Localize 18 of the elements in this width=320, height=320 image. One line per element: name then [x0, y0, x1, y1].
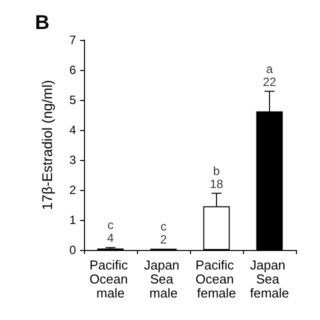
annotation: c 2	[160, 219, 168, 246]
x-tick-label: Japan Sea male	[144, 258, 184, 300]
x-tick-label: Pacific Ocean male	[90, 258, 132, 300]
y-tick-label: 7	[69, 33, 76, 47]
y-axis-title: 17β-Estradiol (ng/ml)	[39, 80, 55, 210]
annotation: a 22	[262, 62, 276, 89]
annotation: c 4	[107, 218, 114, 246]
y-tick-label: 3	[69, 153, 76, 167]
chart-title: B	[35, 12, 50, 34]
y-tick-label: 5	[69, 93, 76, 107]
y-tick-label: 2	[69, 183, 76, 197]
y-tick-label: 0	[69, 243, 76, 257]
annotation: b 18	[210, 164, 224, 191]
x-tick-label: Pacific Ocean female	[196, 258, 238, 300]
y-tick-label: 1	[69, 213, 76, 227]
y-tick-label: 6	[69, 63, 76, 77]
x-tick-label: Japan Sea female	[250, 258, 290, 300]
y-tick-label: 4	[69, 123, 76, 137]
